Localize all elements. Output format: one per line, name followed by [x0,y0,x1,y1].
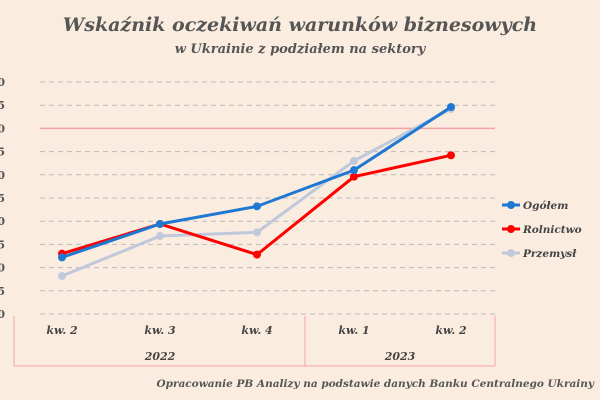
chart-title: Wskaźnik oczekiwań warunków biznesowych [62,14,538,36]
x-tick-label: kw. 2 [46,324,78,337]
x-tick-label: kw. 3 [144,324,176,337]
x-tick-label: kw. 1 [338,324,369,337]
y-tick-label: 47,5 [0,146,5,159]
y-tick-label: 50,0 [0,122,5,135]
x-tick-label: kw. 4 [241,324,272,337]
data-point [350,156,358,165]
y-tick-label: 37,5 [0,238,5,251]
legend-marker [507,225,515,233]
y-tick-label: 30,0 [0,308,5,321]
chart-subtitle: w Ukrainie z podziałem na sektory [174,42,426,57]
legend-label: Przemysł [522,248,577,260]
data-point [253,228,261,237]
legend-label: Rolnictwo [522,224,582,236]
data-point [58,271,66,280]
y-tick-label: 45,0 [0,169,5,182]
source-note: Opracowanie PB Analizy na podstawie dany… [156,378,594,390]
legend-label: Ogółem [523,200,568,212]
data-point [253,202,261,211]
y-tick-label: 35,0 [0,262,5,275]
y-tick-label: 52,5 [0,99,5,112]
legend-marker [507,201,515,209]
x-tick-label: kw. 2 [435,324,467,337]
data-point [156,232,164,241]
data-point [253,250,261,259]
x-group-label: 2022 [144,350,176,363]
data-point [447,103,455,112]
data-point [447,151,455,160]
data-point [156,219,164,228]
y-tick-label: 42,5 [0,192,5,205]
data-point [350,172,358,181]
y-tick-label: 55,0 [0,76,5,89]
legend-marker [507,249,515,257]
x-group-label: 2023 [384,350,416,363]
y-tick-label: 40,0 [0,215,5,228]
data-point [350,166,358,175]
y-tick-label: 32,5 [0,285,5,298]
data-point [58,253,66,262]
